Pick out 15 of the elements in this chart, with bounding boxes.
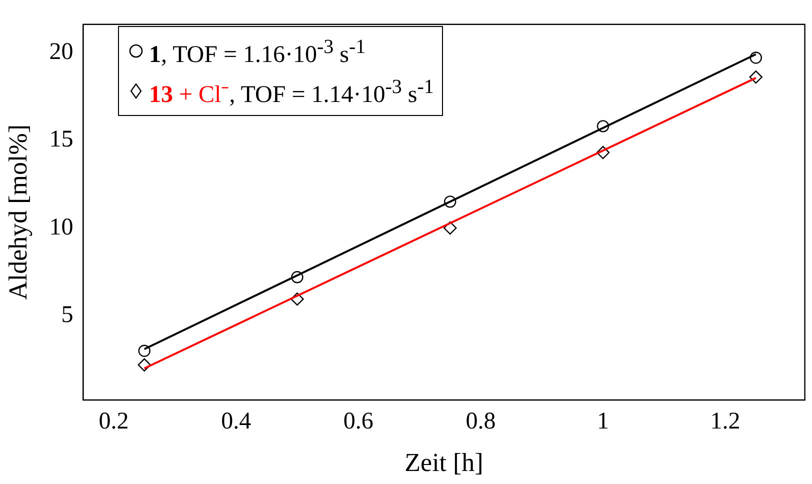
point bbox=[138, 344, 150, 357]
legend-label: 1, TOF = 1.16·10$^{-3}$ s$^{-1}$ bbox=[149, 35, 366, 70]
x-tick-label: 1 bbox=[596, 408, 609, 435]
y-tick-label: 20 bbox=[49, 38, 74, 65]
x-tick-label: 0.4 bbox=[221, 408, 252, 435]
legend-label: 13 + Cl⁻, TOF = 1.14·10$^{-3}$ s$^{-1}$ bbox=[149, 75, 434, 110]
x-tick-label: 0.6 bbox=[343, 408, 374, 435]
y-tick-label: 15 bbox=[49, 126, 74, 153]
x-tick-label: 0.2 bbox=[98, 408, 129, 435]
y-axis-title: Aldehyd [mol%] bbox=[3, 124, 32, 300]
x-tick-label: 0.8 bbox=[466, 408, 496, 435]
x-tick-label: 1.2 bbox=[710, 408, 740, 435]
y-tick-label: 10 bbox=[49, 214, 74, 240]
y-tick-label: 5 bbox=[61, 302, 74, 328]
x-axis-title: Zeit [h] bbox=[404, 448, 484, 478]
